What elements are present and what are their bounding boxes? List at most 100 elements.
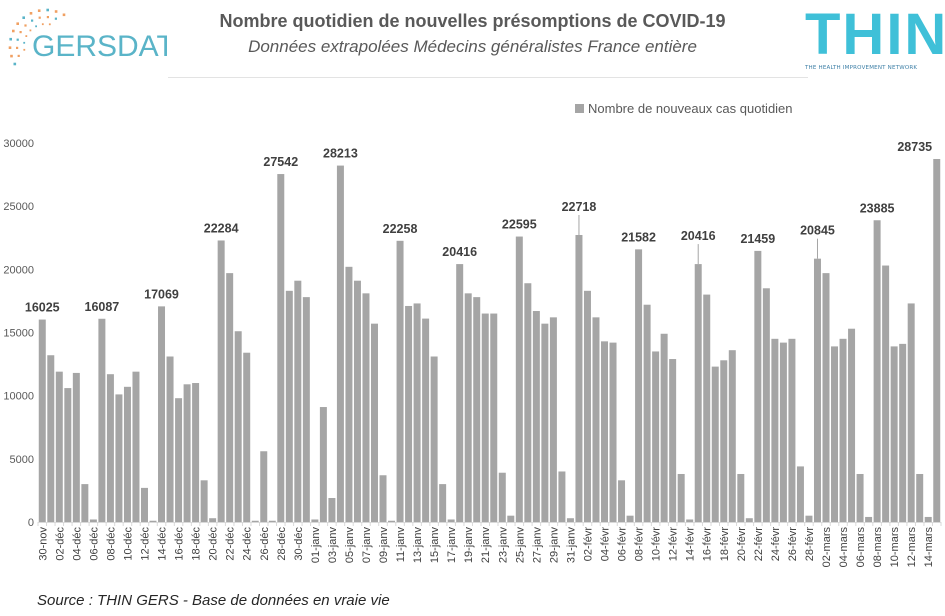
y-tick-label: 10000 <box>3 391 34 403</box>
x-tick-label: 16-févr <box>702 527 714 562</box>
x-tick-label: 08-févr <box>634 527 646 562</box>
data-label: 28213 <box>323 147 358 161</box>
bar <box>669 359 677 522</box>
bar <box>796 466 804 522</box>
y-tick-label: 20000 <box>3 264 34 276</box>
bar <box>660 333 668 522</box>
x-tick-label: 28-déc <box>276 527 288 561</box>
chart-subtitle: Données extrapolées Médecins généraliste… <box>248 37 697 56</box>
x-tick-label: 10-févr <box>651 527 663 562</box>
bar <box>362 293 370 522</box>
x-tick-label: 10-mars <box>889 527 901 568</box>
x-tick-label: 17-janv <box>446 527 458 564</box>
x-tick-label: 24-févr <box>770 527 782 562</box>
gers-dot <box>38 16 41 19</box>
data-label: 28735 <box>897 140 932 154</box>
bar <box>541 323 549 522</box>
x-tick-label: 20-déc <box>208 527 220 561</box>
legend-label: Nombre de nouveaux cas quotidien <box>588 101 793 116</box>
bar <box>737 473 745 522</box>
data-label: 20845 <box>800 224 835 238</box>
gers-dot <box>23 48 26 51</box>
data-label: 27542 <box>263 155 298 169</box>
bar <box>703 294 711 522</box>
x-tick-label: 09-janv <box>378 527 390 564</box>
gers-dot <box>9 37 12 41</box>
bar <box>106 374 114 522</box>
x-tick-label: 07-janv <box>361 527 373 564</box>
bar <box>686 519 694 522</box>
bar <box>226 273 234 522</box>
bar <box>115 394 123 522</box>
gers-dot <box>46 8 49 12</box>
bar <box>694 264 702 522</box>
bar <box>507 515 515 522</box>
bar <box>882 265 890 522</box>
bar <box>856 473 864 522</box>
bar <box>626 515 634 522</box>
bar <box>64 388 72 522</box>
gers-dot <box>62 13 66 17</box>
x-tick-label: 23-janv <box>497 527 509 564</box>
x-tick-label: 13-janv <box>412 527 424 564</box>
bar <box>720 360 728 522</box>
y-tick-label: 30000 <box>3 138 34 150</box>
bar <box>123 386 131 522</box>
gers-dot <box>48 23 51 26</box>
x-tick-label: 08-mars <box>872 527 884 568</box>
gers-dot <box>22 16 25 19</box>
data-label: 21459 <box>740 232 775 246</box>
bar <box>592 317 600 522</box>
data-label: 16025 <box>25 301 60 315</box>
bar <box>822 273 830 522</box>
x-tick-label: 27-janv <box>531 527 543 564</box>
x-tick-label: 05-janv <box>344 527 356 564</box>
x-tick-label: 24-déc <box>242 527 254 561</box>
bar <box>711 366 719 522</box>
bar <box>813 258 821 522</box>
bar <box>268 520 276 522</box>
bar <box>762 288 770 522</box>
x-tick-label: 10-déc <box>122 527 134 561</box>
gers-dot <box>31 19 34 22</box>
bar <box>371 323 378 522</box>
gers-dot <box>24 24 27 27</box>
bar <box>899 343 907 522</box>
bar <box>379 475 387 522</box>
gers-dot <box>13 62 17 66</box>
bar <box>422 318 430 522</box>
bar <box>192 383 200 522</box>
bar <box>294 280 302 522</box>
bar <box>396 240 404 522</box>
bar <box>532 311 540 522</box>
gers-dot <box>8 46 12 49</box>
bar <box>873 220 881 522</box>
gers-dot <box>19 31 22 34</box>
bar <box>490 313 498 522</box>
bar <box>728 350 736 522</box>
x-tick-label: 11-janv <box>395 527 407 563</box>
thin-logo: THIN THE HEALTH IMPROVEMENT NETWORK <box>805 6 945 72</box>
x-tick-label: 31-janv <box>565 527 577 564</box>
gers-dot <box>54 10 58 13</box>
gers-dot <box>16 46 19 49</box>
x-tick-label: 26-févr <box>787 527 799 562</box>
y-axis: 0 5000 10000 15000 20000 25000 30000 <box>3 138 34 529</box>
bar <box>618 480 626 522</box>
gers-dot <box>37 9 41 12</box>
bar <box>635 249 643 522</box>
legend-swatch <box>575 104 584 113</box>
bar <box>430 356 438 522</box>
bar <box>601 341 608 522</box>
gers-logo-text: GERSDATA <box>32 30 167 63</box>
gers-dot <box>35 25 37 28</box>
bar <box>405 305 413 522</box>
bar <box>515 236 523 523</box>
data-label: 22284 <box>204 221 239 235</box>
bar <box>243 352 251 522</box>
gers-dot <box>17 54 20 57</box>
gers-dot <box>16 22 19 25</box>
bar <box>481 313 489 522</box>
bar <box>575 235 583 522</box>
